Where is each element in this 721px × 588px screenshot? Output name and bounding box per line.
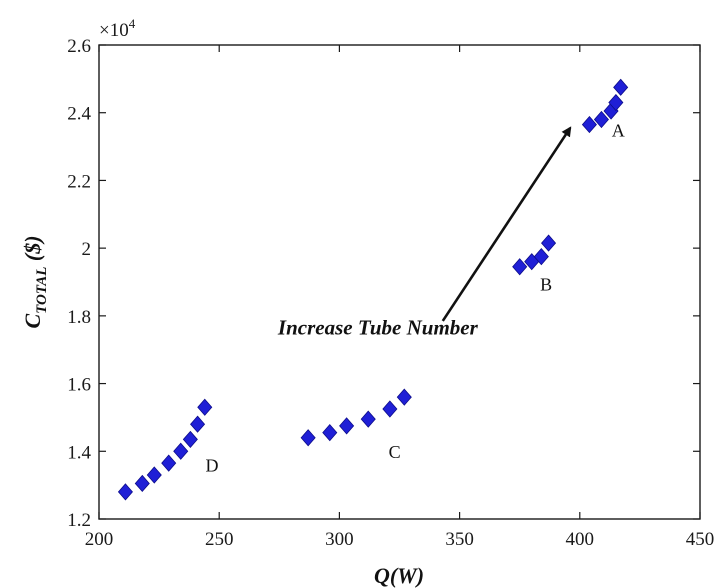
data-point xyxy=(146,466,162,484)
group-label: C xyxy=(389,442,401,462)
data-point xyxy=(134,474,150,493)
data-point xyxy=(182,430,198,449)
y-axis-title: CTOTAL ($) xyxy=(20,235,50,328)
data-point xyxy=(613,78,629,96)
data-point xyxy=(197,398,213,416)
annotation: Increase Tube Number xyxy=(277,126,572,339)
data-point xyxy=(533,247,549,266)
x-tick-label: 400 xyxy=(566,529,595,550)
x-tick-label: 300 xyxy=(325,529,354,550)
y-axis-title-main: C xyxy=(20,314,45,329)
y-tick-label: 2.4 xyxy=(67,104,91,125)
data-point xyxy=(360,410,376,428)
annotation-text: Increase Tube Number xyxy=(277,315,479,339)
data-points xyxy=(117,78,629,501)
y-tick-label: 2 xyxy=(82,239,92,260)
data-point xyxy=(173,442,189,460)
data-point xyxy=(161,454,177,472)
data-point xyxy=(190,415,206,433)
group-label: B xyxy=(540,274,552,294)
data-point xyxy=(608,93,624,112)
data-point xyxy=(593,110,609,129)
annotation-arrow xyxy=(441,126,572,322)
data-point xyxy=(581,115,597,134)
data-point xyxy=(117,483,133,501)
data-point xyxy=(512,258,528,276)
x-tick-label: 450 xyxy=(686,529,715,550)
data-point xyxy=(541,234,557,252)
axis-ticks: 200 250 300 350 400 450 1.2 1.4 1.6 1.8 2 2.2 2.4 2.6 xyxy=(67,36,714,550)
x-axis-title: Q(W) xyxy=(374,563,424,588)
multiplier-base: ×10 xyxy=(99,20,129,41)
y-axis-title-unit: ($) xyxy=(20,235,45,266)
y-tick-label: 2.2 xyxy=(67,171,91,192)
y-tick-label: 2.6 xyxy=(67,36,91,57)
data-point xyxy=(396,388,412,406)
data-point xyxy=(300,429,316,447)
y-axis-multiplier: ×104 xyxy=(99,16,136,41)
y-tick-label: 1.8 xyxy=(67,307,91,328)
y-tick-label: 1.6 xyxy=(67,375,91,396)
data-point xyxy=(322,424,338,442)
multiplier-exponent: 4 xyxy=(129,16,136,31)
data-point xyxy=(339,417,355,435)
x-tick-label: 350 xyxy=(445,529,474,550)
x-tick-label: 250 xyxy=(205,529,234,550)
x-tick-label: 200 xyxy=(85,529,114,550)
y-tick-label: 1.2 xyxy=(67,510,91,531)
group-label: A xyxy=(612,120,625,140)
group-labels: D C B A xyxy=(205,120,624,475)
y-axis-title-sub: TOTAL xyxy=(34,267,50,314)
data-point xyxy=(382,400,398,418)
group-label: D xyxy=(205,456,218,476)
y-tick-label: 1.4 xyxy=(67,442,91,463)
